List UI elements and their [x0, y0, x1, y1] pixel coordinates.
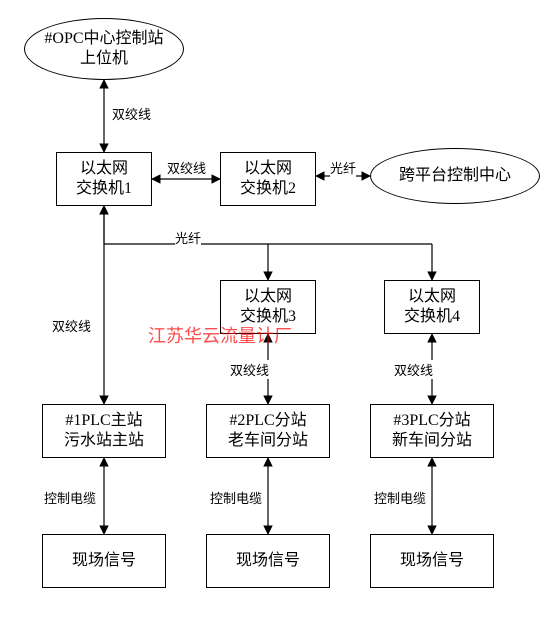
node-sw4: 以太网 交换机4	[384, 280, 480, 334]
edge-label-plc1_fld1: 控制电缆	[44, 488, 96, 507]
edge-label-sw1_sw2: 双绞线	[167, 158, 206, 177]
edge-label-plc2_fld2: 控制电缆	[210, 488, 262, 507]
node-fld3: 现场信号	[370, 534, 494, 588]
node-cross: 跨平台控制中心	[370, 148, 540, 204]
node-sw2: 以太网 交换机2	[220, 152, 316, 206]
edge-label-sw2_cross: 光纤	[330, 158, 356, 177]
edge-label-sw3_plc2: 双绞线	[230, 360, 269, 379]
edge-label-sw1_plc1: 双绞线	[52, 316, 91, 335]
node-plc2: #2PLC分站 老车间分站	[206, 404, 330, 458]
node-fld1: 现场信号	[42, 534, 166, 588]
node-plc3: #3PLC分站 新车间分站	[370, 404, 494, 458]
node-fld2: 现场信号	[206, 534, 330, 588]
edge-label-opc_sw1: 双绞线	[112, 104, 151, 123]
node-opc: #OPC中心控制站 上位机	[24, 18, 184, 80]
node-sw3: 以太网 交换机3	[220, 280, 316, 334]
node-plc1: #1PLC主站 污水站主站	[42, 404, 166, 458]
node-sw1: 以太网 交换机1	[56, 152, 152, 206]
edge-label-sw4_plc3: 双绞线	[394, 360, 433, 379]
edge-label-plc3_fld3: 控制电缆	[374, 488, 426, 507]
edge-label-bus: 光纤	[175, 228, 201, 247]
